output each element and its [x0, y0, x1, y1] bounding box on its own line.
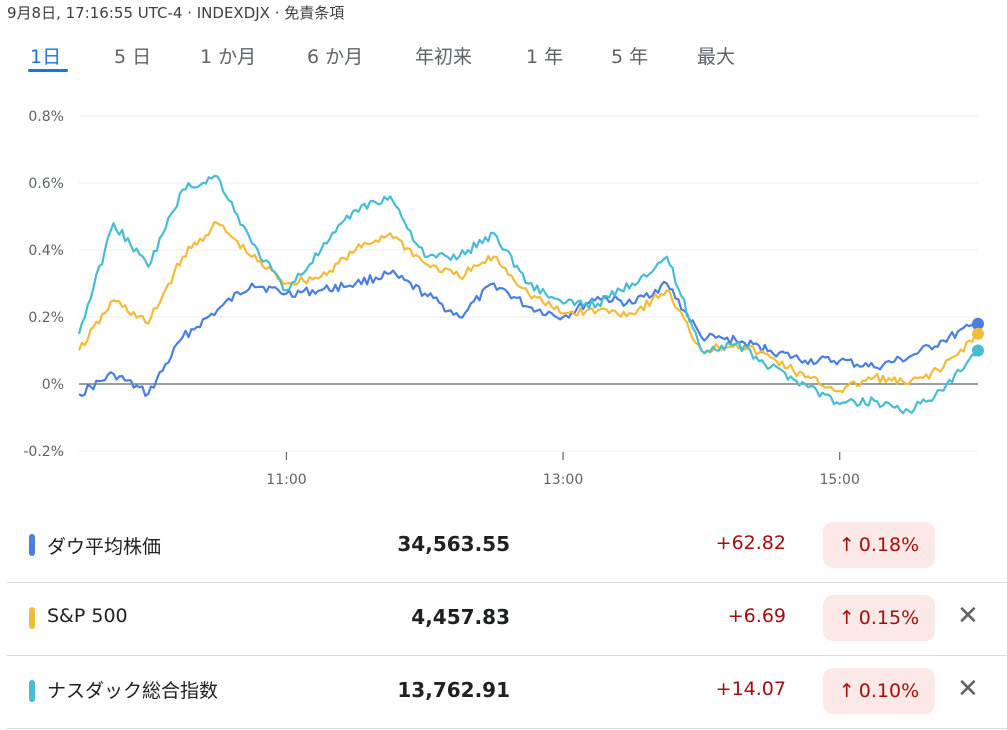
tab-1m[interactable]: 1 か月 — [200, 46, 257, 68]
range-tabs: 1日 5 日 1 か月 6 か月 年初来 1 年 5 年 最大 — [0, 36, 1007, 76]
sp500-percent: 0.15% — [858, 607, 920, 629]
dow-percent: 0.18% — [858, 534, 920, 556]
nasdaq-percent: 0.10% — [858, 680, 920, 702]
dow-name: ダウ平均株価 — [47, 536, 162, 558]
y-tick-label: 0% — [42, 377, 64, 393]
up-arrow-icon: ↑ — [838, 534, 855, 556]
tab-1y[interactable]: 1 年 — [526, 46, 564, 68]
tab-ytd[interactable]: 年初来 — [415, 46, 473, 68]
x-tick-label: 15:00 — [820, 472, 860, 488]
sp500-price: 4,457.83 — [411, 605, 510, 629]
y-tick-label: -0.2% — [23, 444, 64, 460]
sp500-change: +6.69 — [727, 605, 786, 627]
active-tab-indicator — [28, 69, 68, 72]
nasdaq-price: 13,762.91 — [397, 678, 510, 702]
y-tick-label: 0.4% — [28, 243, 64, 259]
dow-color-swatch — [29, 534, 35, 556]
y-tick-label: 0.2% — [28, 310, 64, 326]
x-tick-label: 11:00 — [266, 472, 306, 488]
line-chart[interactable]: 0.8% 0.6% 0.4% 0.2% 0% -0.2% 11:00 13:00 15:00 — [0, 95, 1007, 495]
y-tick-label: 0.8% — [28, 109, 64, 125]
dow-endpoint-dot — [972, 317, 984, 330]
tab-max[interactable]: 最大 — [697, 46, 736, 68]
quote-header: 9月8日, 17:16:55 UTC-4 · INDEXDJX · 免責条項 — [7, 4, 345, 22]
nasdaq-color-swatch — [29, 680, 35, 702]
tab-5y[interactable]: 5 年 — [611, 46, 649, 68]
x-tick-label: 13:00 — [543, 472, 583, 488]
sp500-color-swatch — [29, 607, 35, 629]
nasdaq-endpoint-dot — [972, 344, 984, 357]
sp500-percent-badge: ↑ 0.15% — [823, 595, 935, 641]
nasdaq-name: ナスダック総合指数 — [47, 680, 219, 702]
up-arrow-icon: ↑ — [838, 680, 855, 702]
legend-row-nasdaq[interactable]: ナスダック総合指数 13,762.91 +14.07 ↑ 0.10% ✕ — [7, 656, 1007, 729]
legend-row-dow[interactable]: ダウ平均株価 34,563.55 +62.82 ↑ 0.18% — [7, 510, 1007, 583]
sp500-name: S&P 500 — [47, 605, 128, 627]
nasdaq-series-line — [77, 174, 979, 415]
remove-nasdaq-close-icon[interactable]: ✕ — [957, 674, 979, 704]
up-arrow-icon: ↑ — [838, 607, 855, 629]
dow-change: +62.82 — [715, 532, 786, 554]
nasdaq-percent-badge: ↑ 0.10% — [823, 668, 935, 714]
tab-1d[interactable]: 1日 — [30, 46, 62, 68]
y-tick-label: 0.6% — [28, 176, 64, 192]
tab-6m[interactable]: 6 か月 — [307, 46, 364, 68]
tab-5d[interactable]: 5 日 — [114, 46, 152, 68]
dow-percent-badge: ↑ 0.18% — [823, 522, 935, 568]
nasdaq-change: +14.07 — [715, 678, 786, 700]
legend-row-sp500[interactable]: S&P 500 4,457.83 +6.69 ↑ 0.15% ✕ — [7, 583, 1007, 656]
dow-series-line — [78, 269, 979, 397]
sp500-endpoint-dot — [972, 327, 984, 340]
remove-sp500-close-icon[interactable]: ✕ — [957, 601, 979, 631]
sp500-series-line — [77, 220, 979, 394]
dow-price: 34,563.55 — [397, 532, 510, 556]
